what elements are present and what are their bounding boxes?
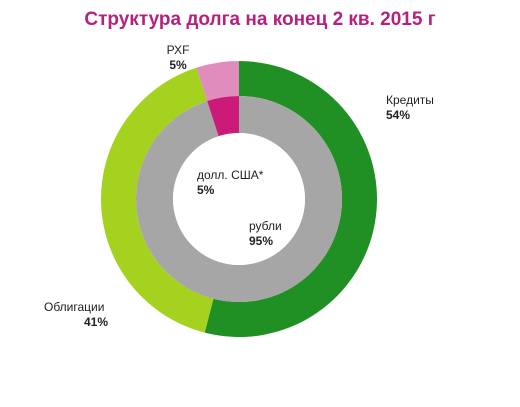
label-usd-name: долл. США* (197, 168, 264, 182)
outer-ring (100, 61, 377, 337)
label-rhf-percent: 5% (169, 58, 187, 72)
label-usd-percent: 5% (197, 183, 215, 197)
label-rubles-percent: 95% (249, 234, 274, 248)
label-rhf: РХF 5% (148, 43, 208, 73)
donut-hole (173, 133, 305, 265)
inner-ring (135, 96, 342, 302)
label-bonds-percent: 41% (84, 315, 109, 329)
label-rubles-name: рубли (249, 219, 282, 233)
label-bonds: Облигации 41% (44, 300, 108, 330)
slice-bonds (100, 67, 214, 333)
slice-rhf (196, 61, 239, 102)
label-credits-percent: 54% (386, 108, 411, 122)
slice-rubles (135, 96, 342, 302)
label-usd: долл. США* 5% (197, 168, 263, 198)
label-bonds-name: Облигации (44, 300, 105, 314)
chart-title: Структура долга на конец 2 кв. 2015 г (84, 9, 436, 30)
label-rhf-name: РХF (166, 43, 190, 57)
slice-credits (204, 61, 377, 337)
slice-usd (207, 96, 239, 137)
label-credits-name: Кредиты (386, 93, 434, 107)
label-rubles: рубли 95% (249, 219, 282, 249)
label-credits: Кредиты 54% (386, 93, 434, 123)
